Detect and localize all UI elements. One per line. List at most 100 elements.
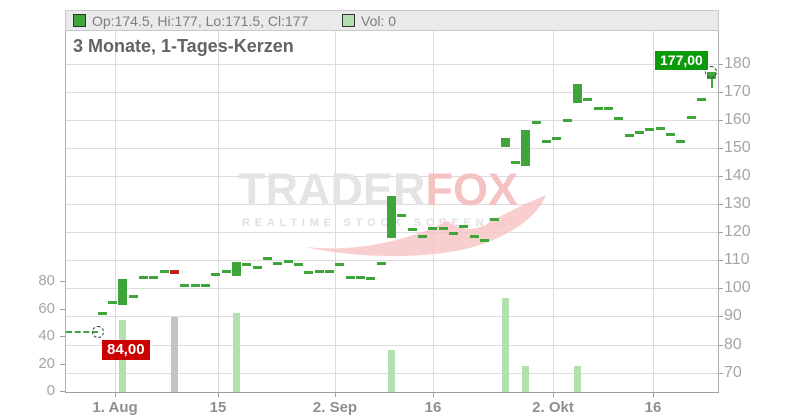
candle-doji-dash	[262, 257, 272, 261]
volume-axis-label: 0	[46, 382, 55, 399]
candle-doji-dash	[376, 261, 386, 265]
volume-bar	[573, 366, 581, 392]
candle-down	[169, 270, 179, 275]
candle-doji-dash	[479, 239, 489, 243]
price-axis-tick	[718, 92, 723, 94]
candle-doji-dash	[417, 235, 427, 238]
price-gridline	[65, 344, 718, 346]
candle-up	[521, 129, 531, 167]
candle-wick	[710, 72, 713, 88]
price-axis-label: 110	[724, 251, 750, 269]
volume-bar	[501, 297, 509, 392]
candle-doji-dash	[562, 118, 572, 122]
price-axis-tick	[718, 148, 723, 150]
candle-doji-dash	[531, 121, 541, 125]
plot-border-left	[65, 11, 66, 392]
legend-item-ohlc: Op:174.5, Hi:177, Lo:171.5, Cl:177	[73, 13, 308, 29]
last-price-marker-ring	[705, 66, 718, 79]
date-axis-label: 16	[644, 399, 662, 416]
candle-doji-dash	[366, 277, 376, 281]
volume-bar	[170, 316, 178, 392]
price-axis-label: 160	[724, 111, 751, 129]
price-axis-tick	[718, 120, 723, 122]
candle-doji-dash	[180, 284, 190, 288]
candle-doji-dash	[490, 218, 500, 222]
price-gridline	[65, 176, 718, 178]
watermark-fox-text: FOX	[425, 164, 519, 215]
candle-up	[386, 195, 396, 238]
price-gridline	[65, 64, 718, 65]
volume-axis-tick	[60, 391, 65, 392]
candle-doji-dash	[242, 263, 252, 267]
candle-doji-dash	[624, 134, 634, 138]
candle-doji-dash	[335, 263, 345, 267]
candle-doji-dash	[603, 107, 613, 111]
candle-doji-dash	[221, 270, 231, 274]
candle-doji-dash	[593, 107, 603, 111]
price-gridline	[65, 92, 718, 94]
date-gridline	[115, 11, 116, 392]
candle-doji-dash	[686, 115, 696, 119]
candle-doji-dash	[676, 139, 686, 143]
price-gridline	[65, 260, 718, 262]
date-gridline	[553, 11, 554, 392]
date-axis-label: 2. Okt	[532, 399, 574, 416]
candle-doji-dash	[438, 226, 448, 230]
candle-doji-dash	[293, 263, 303, 267]
candle-doji-dash	[128, 295, 138, 299]
candle-doji-dash	[552, 136, 562, 140]
volume-bar	[522, 366, 530, 392]
date-axis-tick	[218, 392, 219, 397]
candle-doji-dash	[107, 300, 117, 304]
candle-up	[118, 278, 128, 306]
candle-doji-dash	[459, 225, 469, 229]
price-gridline	[65, 120, 718, 122]
volume-axis-label: 40	[38, 327, 55, 344]
date-axis-label: 1. Aug	[92, 399, 138, 416]
volume-axis-label: 80	[38, 272, 55, 289]
price-axis-tick	[718, 64, 723, 65]
price-axis-label: 180	[724, 55, 751, 72]
candle-doji-dash	[614, 117, 624, 121]
candle-doji-dash	[252, 265, 262, 269]
price-axis-label: 90	[724, 307, 742, 325]
volume-axis-tick	[60, 336, 65, 337]
price-axis-label: 150	[724, 139, 751, 157]
date-gridline	[433, 11, 434, 392]
candle-doji-dash	[324, 270, 334, 274]
candle-doji-dash	[314, 270, 324, 274]
plot-border-right	[718, 11, 719, 392]
candle-doji-dash	[283, 260, 293, 264]
candle-doji-dash	[510, 160, 520, 164]
price-gridline	[65, 316, 718, 318]
price-axis-label: 130	[724, 195, 751, 213]
candle-doji-dash	[273, 261, 283, 265]
price-axis-tick	[718, 260, 723, 262]
volume-bar	[232, 312, 240, 392]
price-axis-tick	[718, 372, 723, 374]
date-gridline	[653, 11, 654, 392]
date-gridline	[335, 11, 336, 392]
chart-title: 3 Monate, 1-Tages-Kerzen	[73, 36, 294, 56]
candle-up	[231, 261, 241, 276]
candle-doji-dash	[211, 272, 221, 276]
date-axis-tick	[653, 392, 654, 397]
date-axis-tick	[335, 392, 336, 397]
candle-up	[500, 138, 510, 147]
price-axis-label: 80	[724, 335, 742, 353]
candle-doji-dash	[428, 226, 438, 230]
candle-doji-dash	[469, 235, 479, 238]
last-price-label: 177,00	[655, 51, 708, 70]
buy-price-marker-ring	[92, 326, 104, 339]
candle-doji-dash	[345, 275, 355, 279]
candle-doji-dash	[200, 284, 210, 288]
price-axis-label: 120	[724, 223, 751, 241]
volume-axis-tick	[60, 363, 65, 365]
candle-doji-dash	[645, 128, 655, 132]
date-axis-tick	[433, 392, 434, 397]
date-axis-tick	[553, 392, 554, 397]
candle-doji-dash	[583, 97, 593, 101]
candle-doji-dash	[448, 232, 458, 236]
volume-bar	[387, 349, 395, 392]
plot-border-bottom	[65, 392, 719, 393]
